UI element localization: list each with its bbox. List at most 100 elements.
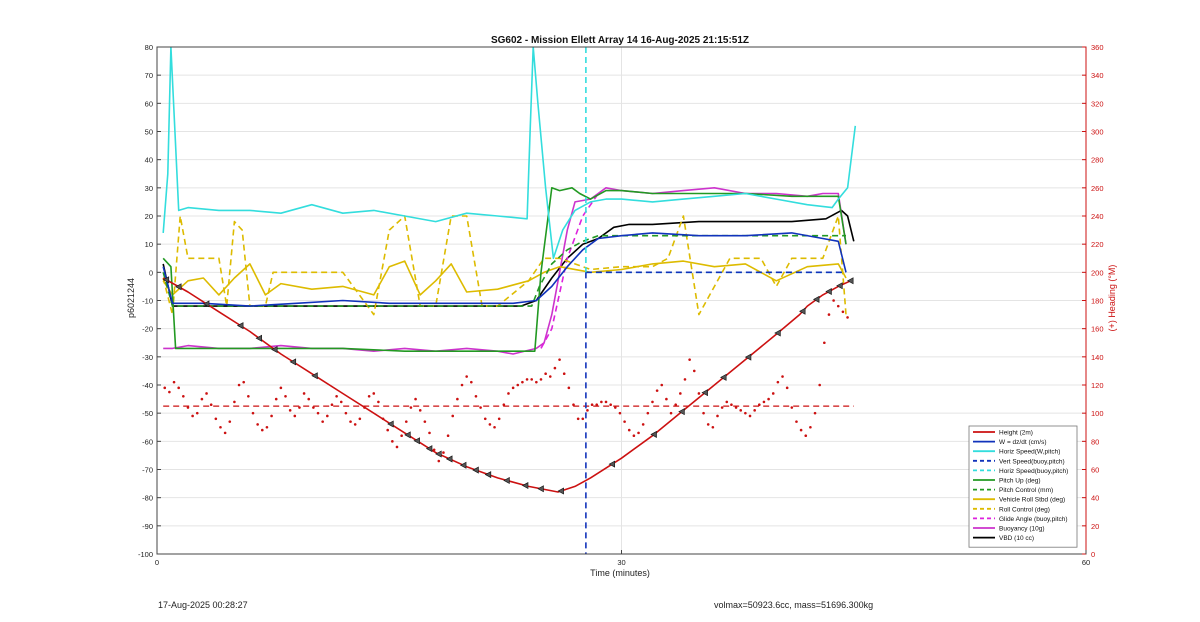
heading-point	[572, 403, 575, 407]
heading-point	[692, 369, 696, 373]
heading-point	[525, 378, 529, 381]
y-tick-label: 40	[145, 156, 153, 165]
heading-point	[233, 400, 236, 404]
heading-point	[753, 409, 756, 412]
heading-point	[312, 406, 315, 409]
heading-point	[809, 425, 812, 429]
y2-tick-label: 200	[1091, 268, 1104, 277]
heading-point	[539, 378, 543, 381]
height-marker	[744, 353, 752, 361]
y2-tick-label: 160	[1091, 325, 1104, 334]
height-marker	[404, 431, 411, 439]
legend-label: VBD (10 cc)	[999, 535, 1034, 542]
legend: Height (2m) W = dz/dt (cm/s) Horiz Speed(W…	[968, 425, 1078, 548]
heading-point	[400, 434, 403, 438]
heading-point	[762, 400, 766, 404]
height-marker	[537, 485, 544, 493]
footer-summary: volmax=50923.6cc, mass=51696.300kg	[714, 600, 874, 610]
y-tick-label: -70	[142, 466, 153, 475]
y-axis-label: p6021244	[126, 278, 136, 318]
height-marker	[236, 322, 244, 330]
heading-point	[237, 383, 241, 387]
grid	[157, 47, 1086, 554]
heading-point	[734, 406, 738, 409]
footer-timestamp: 17-Aug-2025 00:28:27	[158, 600, 248, 610]
series-line-glide-angle-buoy-pitch	[540, 193, 599, 349]
height-marker	[521, 482, 529, 490]
heading-point	[182, 394, 185, 398]
legend-label: Pitch Up (deg)	[999, 478, 1041, 485]
heading-point	[168, 390, 171, 394]
height-marker	[701, 389, 708, 397]
heading-point	[451, 414, 455, 418]
heading-point	[600, 400, 603, 404]
height-marker	[836, 282, 843, 290]
heading-point	[200, 397, 204, 401]
heading-point	[409, 406, 413, 409]
legend-label: Vert Speed(buoy,pitch)	[999, 458, 1065, 465]
heading-point	[209, 403, 213, 407]
heading-point	[614, 406, 617, 409]
heading-point	[465, 375, 468, 378]
heading-point	[804, 434, 808, 438]
heading-point	[274, 397, 278, 401]
heading-point	[651, 400, 654, 404]
heading-point	[497, 417, 501, 421]
y-tick-label: -80	[142, 494, 153, 503]
height-marker	[484, 471, 492, 479]
heading-point	[832, 299, 835, 302]
y2-tick-label: 360	[1091, 43, 1104, 52]
heading-point	[744, 411, 747, 415]
heading-point	[846, 316, 849, 319]
series-line-horiz-speed-w-pitch	[162, 47, 857, 260]
y-tick-label: -100	[138, 550, 153, 559]
y-tick-label: 60	[145, 99, 153, 108]
series-line-buoyancy-10g	[163, 187, 847, 355]
heading-point	[251, 411, 255, 415]
heading-point	[618, 411, 622, 415]
y-tick-label: -20	[142, 325, 153, 334]
heading-point	[470, 380, 473, 384]
heading-point	[437, 459, 441, 463]
y2-tick-label: 80	[1091, 437, 1099, 446]
x-tick-label: 0	[155, 558, 159, 567]
heading-point	[298, 406, 301, 409]
heading-point	[674, 403, 677, 407]
legend-label: Roll Control (deg)	[999, 506, 1050, 513]
heading-point	[163, 386, 167, 390]
heading-point	[646, 411, 650, 415]
heading-point	[191, 414, 194, 418]
heading-point	[256, 423, 259, 426]
y2-tick-label: 220	[1091, 240, 1104, 249]
heading-point	[725, 400, 729, 404]
heading-point	[548, 375, 552, 378]
heading-point	[511, 386, 515, 390]
legend-label: Horiz Speed(buoy,pitch)	[999, 468, 1068, 475]
heading-point	[270, 414, 273, 418]
heading-point	[330, 403, 334, 407]
heading-point	[456, 397, 459, 401]
heading-point	[590, 403, 594, 407]
heading-point	[377, 400, 380, 404]
heading-point	[186, 406, 190, 409]
heading-point	[530, 378, 533, 381]
height-marker	[799, 307, 806, 315]
y2-tick-label: 40	[1091, 494, 1099, 503]
heading-point	[767, 397, 770, 401]
height-marker	[435, 450, 442, 458]
heading-point	[586, 409, 589, 412]
heading-point	[228, 420, 232, 423]
heading-point	[637, 431, 640, 435]
height-marker	[311, 372, 318, 380]
heading-point	[688, 358, 691, 361]
heading-point	[479, 406, 482, 409]
heading-point	[474, 394, 478, 398]
heading-point	[507, 392, 510, 395]
y-tick-label: 20	[145, 212, 153, 221]
height-marker	[825, 287, 832, 295]
legend-label: Horiz Speed(W,pitch)	[999, 449, 1060, 456]
y2-tick-label: 260	[1091, 184, 1104, 193]
y-tick-label: -10	[142, 297, 153, 306]
height-marker	[608, 460, 616, 468]
heading-point	[781, 375, 784, 378]
